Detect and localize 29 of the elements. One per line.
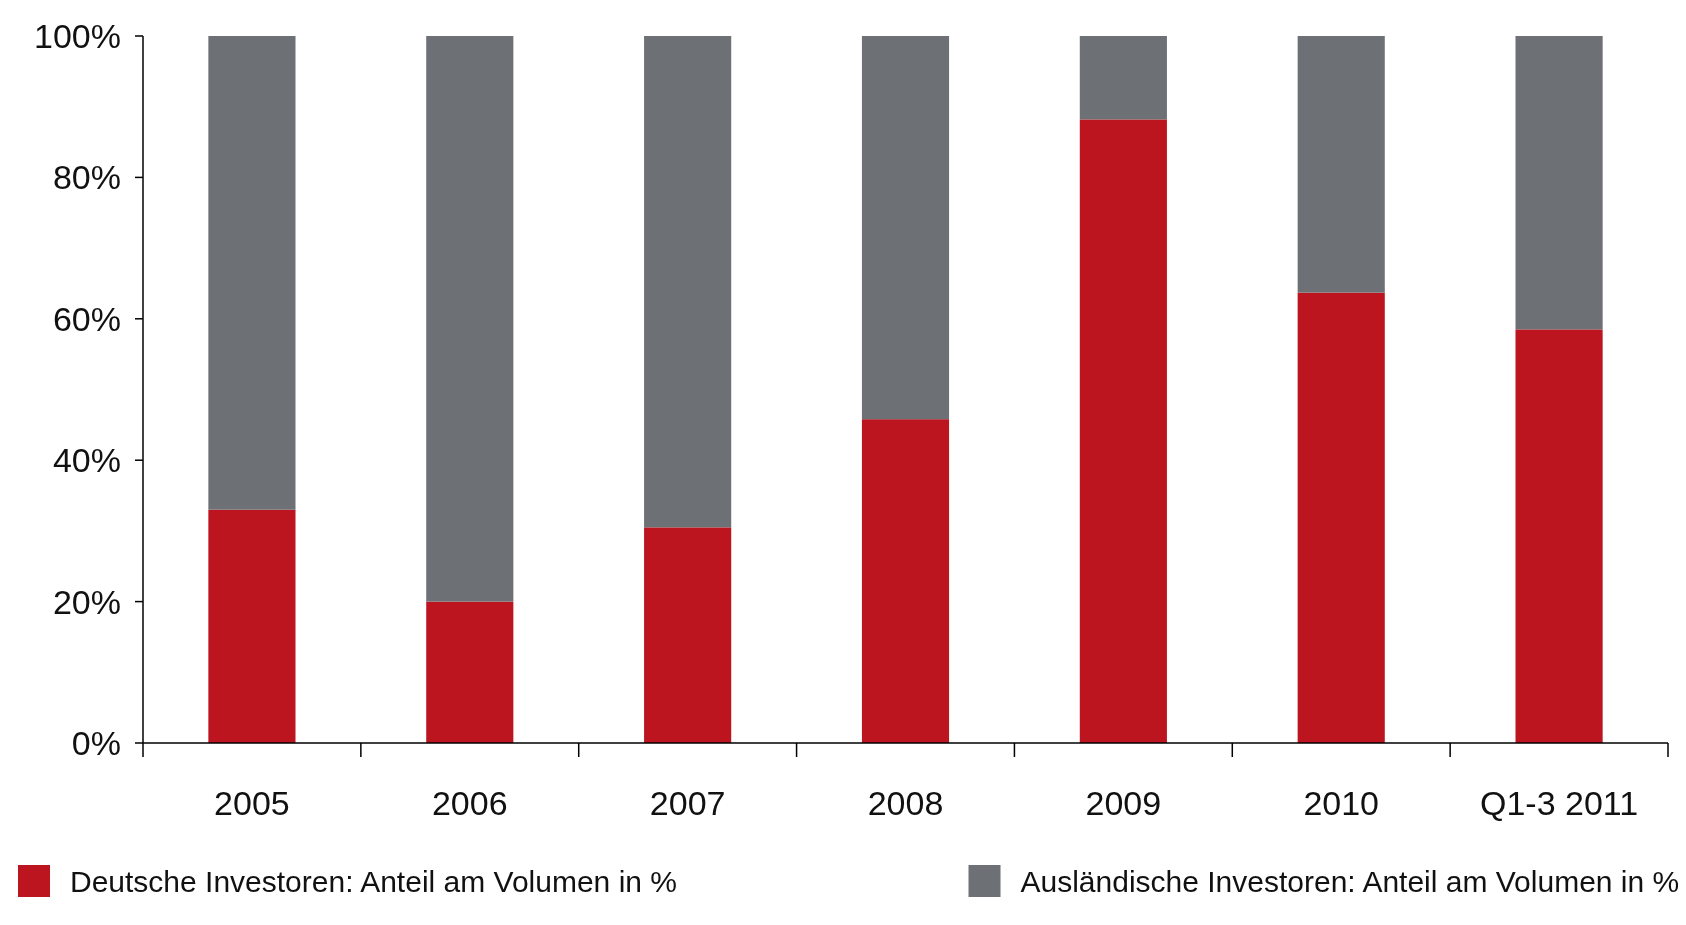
x-tick-label: 2008 — [867, 784, 944, 822]
bar — [208, 36, 296, 510]
x-tick-label: 2010 — [1303, 784, 1380, 822]
bar — [861, 419, 950, 743]
bar — [644, 36, 732, 528]
bar — [1079, 119, 1167, 743]
y-tick-label: 60% — [52, 299, 121, 338]
x-tick-label: Q1-3 2011 — [1479, 784, 1639, 822]
x-tick-label: 2009 — [1085, 784, 1162, 822]
bar — [208, 509, 296, 743]
y-tick-label: 0% — [71, 723, 121, 762]
legend-label: Deutsche Investoren: Anteil am Volumen in % — [70, 864, 678, 898]
bar — [1079, 36, 1167, 120]
bar — [861, 36, 950, 420]
bar — [1515, 329, 1603, 743]
bar — [426, 601, 514, 743]
x-tick-label: 2005 — [214, 784, 290, 822]
x-tick-label: 2007 — [649, 784, 726, 822]
x-tick-label: 2006 — [431, 784, 508, 822]
y-tick-label: 20% — [52, 582, 121, 621]
y-tick-label: 100% — [34, 16, 121, 55]
y-tick-label: 40% — [52, 441, 121, 480]
bar — [1297, 292, 1385, 743]
bar — [644, 527, 732, 743]
bar — [426, 36, 514, 602]
y-tick-label: 80% — [52, 158, 121, 197]
bar — [1297, 36, 1385, 293]
legend-label: Ausländische Investoren: Anteil am Volumen in % — [1020, 864, 1680, 898]
bar — [1515, 36, 1603, 330]
